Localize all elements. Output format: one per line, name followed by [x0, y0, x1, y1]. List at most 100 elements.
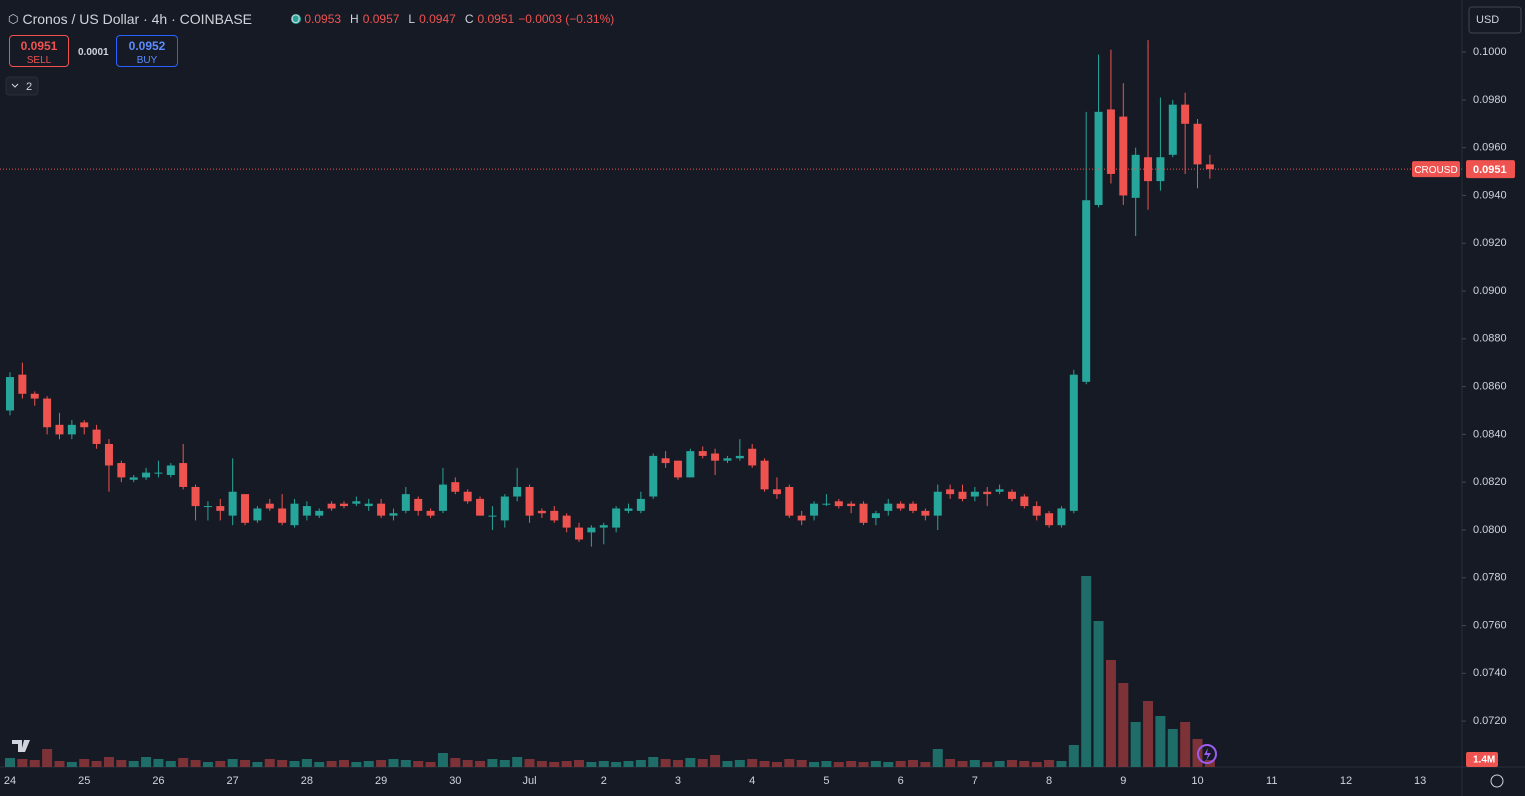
y-tick-label: 0.1000 [1473, 46, 1507, 58]
y-tick-label: 0.0960 [1473, 142, 1507, 154]
currency[interactable]: USD [1476, 14, 1499, 26]
candle-body [933, 491, 942, 516]
close: 0.0951 [477, 12, 515, 26]
spread: 0.0001 [78, 47, 109, 58]
candle-body [80, 422, 89, 428]
legend: ⬡ Cronos / US Dollar · 4h · COINBASE O 0.… [8, 11, 614, 27]
candle-body [810, 503, 819, 516]
settings-icon[interactable] [1490, 774, 1504, 788]
volume-bar [623, 761, 634, 767]
volume-bar [660, 759, 671, 767]
y-tick-label: 0.0740 [1473, 667, 1507, 679]
buy-button[interactable]: 0.0952 BUY [116, 35, 178, 67]
l-key: L [408, 12, 416, 26]
candle-body [142, 472, 151, 478]
volume-bar [1019, 761, 1030, 767]
candle-body [1007, 491, 1016, 499]
candle-body [92, 429, 101, 444]
sell-label[interactable]: SELL [26, 55, 52, 66]
volume-bar [994, 761, 1005, 767]
candle-body [1181, 104, 1190, 124]
volume-bar [141, 757, 152, 767]
volume-bar [809, 762, 820, 767]
candle-body [290, 503, 299, 526]
volume-bar [672, 760, 683, 767]
volume-bar [1130, 722, 1141, 767]
volume-bar [908, 760, 919, 767]
candle-body [822, 503, 831, 505]
x-tick-label: 26 [152, 775, 164, 787]
x-tick-label: 5 [823, 775, 829, 787]
volume-bar [413, 761, 424, 767]
buy-label[interactable]: BUY [136, 55, 158, 66]
sell-price[interactable]: 0.0951 [20, 39, 58, 53]
candle-body [686, 451, 695, 478]
candle-body [1082, 200, 1091, 382]
candle-body [1193, 123, 1202, 165]
candle-body [711, 453, 720, 461]
x-tick-label: 12 [1340, 775, 1352, 787]
volume-tag [1466, 752, 1498, 767]
volume-bar [499, 760, 510, 767]
change: −0.0003 (−0.31%) [518, 12, 615, 26]
candle-body [1168, 104, 1177, 155]
volume-bar [858, 762, 869, 767]
volume-bar [289, 761, 300, 767]
y-tick-label: 0.0720 [1473, 715, 1507, 727]
candle-body [30, 393, 39, 399]
volume-bar [821, 761, 832, 767]
volume-bar [784, 759, 795, 767]
candle-body [661, 458, 670, 464]
open: 0.0953 [304, 12, 342, 26]
candle-body [698, 451, 707, 456]
candle-body [179, 463, 188, 487]
symbol-title: Cronos / US Dollar · 4h · COINBASE [22, 11, 252, 27]
candle-body [327, 503, 336, 509]
volume-bar [363, 761, 374, 767]
volume-bar [301, 759, 312, 767]
x-tick-label: 4 [749, 775, 755, 787]
buy-price[interactable]: 0.0952 [128, 39, 166, 53]
y-tick-label: 0.0980 [1473, 94, 1507, 106]
volume-bar [29, 760, 40, 767]
candle-body [1094, 111, 1103, 206]
volume-bar [598, 761, 609, 767]
candle-body [253, 508, 262, 521]
volume-bar [215, 761, 226, 767]
volume-tag-label: 1.4M [1473, 755, 1495, 766]
currency-button[interactable] [1468, 6, 1522, 34]
x-tick-label: 3 [675, 775, 681, 787]
volume-bar [252, 762, 263, 767]
volume-bar [982, 762, 993, 767]
x-tick-label: 2 [601, 775, 607, 787]
candle-body [463, 491, 472, 502]
x-tick-label: Jul [523, 775, 537, 787]
candle-body [537, 510, 546, 514]
y-tick-label: 0.0920 [1473, 237, 1507, 249]
indicators-toggle[interactable] [5, 76, 39, 96]
volume-bar [512, 757, 523, 767]
candle-body [364, 503, 373, 507]
candle-body [636, 498, 645, 511]
volume-bar [536, 761, 547, 767]
volume-bar [153, 759, 164, 767]
candle-body [166, 465, 175, 476]
candle-body [599, 525, 608, 528]
x-tick-label: 8 [1046, 775, 1052, 787]
volume-bar [376, 760, 387, 767]
candle-body [1131, 154, 1140, 198]
candle-body [438, 484, 447, 511]
high: 0.0957 [362, 12, 400, 26]
volume-bar [91, 761, 102, 767]
y-tick-label: 0.0900 [1473, 285, 1507, 297]
volume-bar [957, 761, 968, 767]
candle-body [488, 515, 497, 517]
volume-bar [264, 759, 275, 767]
candle-body [847, 503, 856, 507]
indicators-count[interactable]: 2 [26, 81, 32, 93]
candle-body [1057, 508, 1066, 526]
volume-bar [697, 759, 708, 767]
sell-button[interactable]: 0.0951 SELL [9, 35, 69, 67]
volume-bar [611, 762, 622, 767]
candle-body [834, 501, 843, 507]
